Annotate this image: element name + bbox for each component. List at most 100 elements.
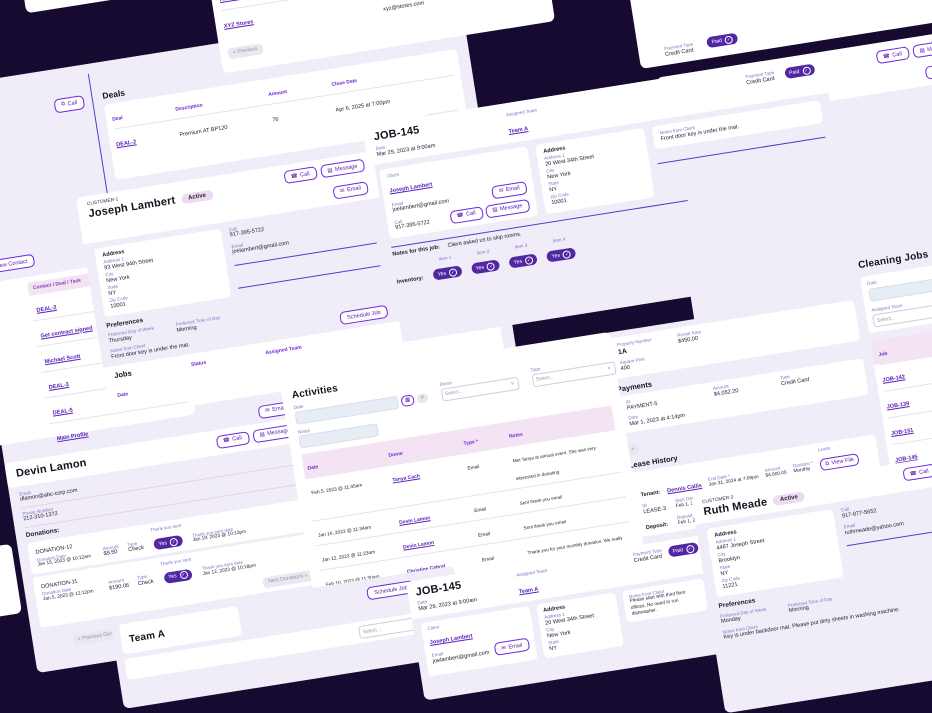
deal-link[interactable]: DEAL-3 (48, 381, 69, 390)
chevron-down-icon: ∨ (607, 365, 612, 372)
deal-description: Premium AT BP120 (179, 124, 228, 138)
donor-link[interactable]: Devin Lamon (403, 540, 435, 551)
activity-type: Email (478, 532, 491, 539)
calendar-button[interactable]: ▦ (400, 394, 415, 407)
toggle-circle-icon: ✓ (524, 256, 533, 265)
jobs-status-col: Status (191, 360, 207, 368)
file-icon: ⧉ (825, 460, 830, 468)
inventory-toggle[interactable]: Yes✓ (432, 266, 462, 281)
deal-col-header: Deal (112, 115, 123, 123)
job-link[interactable]: JOB-139 (886, 401, 909, 410)
email-button[interactable]: ✉Email (924, 61, 932, 79)
deal-link[interactable]: DEAL-5 (52, 407, 73, 416)
client-link[interactable]: Joseph Lambert (389, 182, 433, 195)
inventory-item-label: Item 1 (431, 253, 460, 263)
notes-col-header: Notes (509, 432, 524, 440)
phone-icon: ☎ (223, 437, 231, 444)
toggle-circle-icon: ✓ (562, 250, 571, 259)
jobs-date-col: Date (117, 391, 129, 399)
donor-link[interactable]: Devin Lamon (399, 516, 431, 527)
call-button[interactable]: ⧉Call (53, 94, 85, 113)
amount-value: $9.50 (103, 549, 120, 559)
message-button[interactable]: ▤Message (912, 39, 932, 59)
deposit-label: Deposit: (645, 522, 668, 533)
jobs-title: Jobs (114, 369, 133, 381)
inventory-item-label: Item 3 (507, 241, 536, 251)
activity-type: Email (467, 465, 480, 472)
previous-button[interactable]: « Previous (227, 43, 263, 59)
activity-notes: Sent thank you email (523, 519, 566, 531)
activity-notes: Sent thank you email (519, 495, 562, 507)
activity-type: Email (474, 508, 487, 515)
status-badge: Active (772, 491, 805, 506)
team-link[interactable]: Team A (519, 586, 539, 595)
paid-toggle[interactable]: Paid✓ (667, 542, 699, 558)
job-link[interactable]: JOB-142 (882, 375, 905, 384)
card-sliver-top-left (18, 0, 135, 13)
thanks-label: Thank you sent (150, 523, 182, 534)
main-profile-link[interactable]: Main Profile (56, 431, 88, 442)
toggle-circle-icon: ✓ (169, 537, 178, 546)
description-col-header: Description (175, 102, 203, 112)
contact-link[interactable]: Michael Scott (44, 353, 81, 365)
deal-amount: 76 (272, 116, 279, 123)
clear-icon: ✕ (420, 395, 425, 402)
new-contact-button[interactable]: New Contact (0, 254, 35, 274)
toggle-circle-icon: ✓ (179, 571, 188, 580)
amount-col-header: Amount (268, 89, 288, 98)
inventory-toggle[interactable]: Yes✓ (508, 253, 538, 268)
message-icon: ▤ (492, 207, 498, 214)
activity-date: Feb 5, 2023 @ 11:45am (311, 484, 363, 497)
toggle-circle-icon: ✓ (486, 262, 495, 271)
task-link[interactable]: Get contract signed (40, 325, 93, 339)
tenant-link[interactable]: Dennis Callis (667, 483, 703, 496)
phone-icon: ☎ (883, 53, 891, 60)
toggle-circle-icon: ✓ (448, 268, 457, 277)
clear-date-button[interactable]: ✕ (417, 393, 429, 404)
job-link[interactable]: JOB-151 (891, 428, 914, 437)
type-value: Check (128, 545, 145, 555)
collage-background: { "deals_card": { "rail": { "call_btn": … (0, 0, 932, 662)
email-icon: ✉ (265, 408, 270, 415)
type-value: Check (138, 579, 155, 589)
email-button[interactable]: ✉Email (491, 181, 528, 199)
call-button[interactable]: ☎Call (902, 464, 932, 482)
chevron-down-icon: ∨ (510, 381, 515, 388)
team-title: Team A (128, 629, 165, 646)
job-col-header: Job (878, 351, 888, 358)
donor-link[interactable]: Tanya Cach (392, 474, 420, 484)
email-icon: ✉ (340, 188, 345, 195)
email-icon: ✉ (501, 645, 506, 652)
message-button[interactable]: ▤Message (485, 199, 531, 219)
thanks-label: Thank you sent (160, 556, 192, 567)
message-icon: ▤ (327, 167, 333, 174)
message-icon: ▤ (919, 47, 925, 54)
company-link[interactable]: XYZ Stores (224, 19, 254, 30)
status-badge: Active (181, 190, 214, 205)
call-button[interactable]: ☎Call (875, 46, 910, 64)
call-button[interactable]: ☎Call (449, 206, 484, 224)
call-button[interactable]: ☎Call (283, 166, 318, 184)
toggle-circle-icon: ✓ (724, 35, 733, 44)
client-link[interactable]: Joseph Lambert (429, 634, 473, 647)
paid-toggle[interactable]: Paid✓ (784, 64, 816, 80)
email-button[interactable]: ✉Email (494, 638, 531, 656)
view-file-button[interactable]: ⧉View File (819, 453, 859, 471)
inventory-item-label: Item 4 (545, 235, 574, 245)
external-call-icon: ⧉ (61, 101, 66, 109)
deal-link[interactable]: DEAL-2 (116, 139, 137, 148)
team-link[interactable]: Team A (508, 126, 528, 135)
email-button[interactable]: ✉Email (332, 181, 369, 199)
thanks-toggle[interactable]: Yes✓ (153, 535, 183, 550)
message-icon: ▤ (259, 432, 265, 439)
phone-icon: ☎ (909, 470, 917, 477)
lease-label: Lease (818, 441, 857, 453)
company-link[interactable]: Rustin Mills (219, 0, 251, 3)
deal-link[interactable]: DEAL-2 (36, 304, 57, 313)
paid-toggle[interactable]: Paid✓ (706, 33, 738, 49)
toggle-circle-icon: ✓ (685, 544, 694, 553)
inventory-toggle[interactable]: Yes✓ (470, 260, 500, 275)
call-button[interactable]: ☎Call (215, 431, 250, 449)
message-button[interactable]: ▤Message (320, 159, 366, 179)
inventory-toggle[interactable]: Yes✓ (546, 247, 576, 262)
